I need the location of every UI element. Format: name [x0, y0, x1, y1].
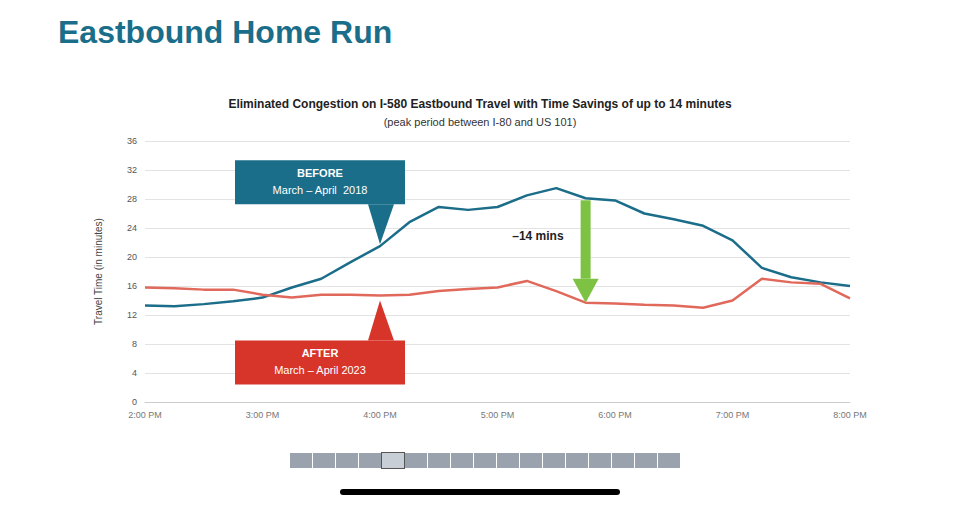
- svg-text:March – April 2018: March – April 2018: [273, 184, 368, 196]
- svg-text:BEFORE: BEFORE: [297, 167, 343, 179]
- svg-text:24: 24: [127, 223, 137, 233]
- svg-text:6:00 PM: 6:00 PM: [598, 410, 632, 420]
- svg-text:16: 16: [127, 281, 137, 291]
- svg-text:8: 8: [132, 339, 137, 349]
- svg-text:Travel Time (in minutes): Travel Time (in minutes): [93, 218, 104, 325]
- svg-text:12: 12: [127, 310, 137, 320]
- svg-text:8:00 PM: 8:00 PM: [833, 410, 867, 420]
- svg-text:4: 4: [132, 368, 137, 378]
- svg-text:36: 36: [127, 136, 137, 146]
- svg-text:2:00 PM: 2:00 PM: [128, 410, 162, 420]
- svg-text:Eliminated Congestion on I-580: Eliminated Congestion on I-580 Eastbound…: [228, 97, 732, 111]
- svg-text:–14 mins: –14 mins: [512, 229, 564, 243]
- svg-text:AFTER: AFTER: [302, 347, 339, 359]
- svg-text:0: 0: [132, 397, 137, 407]
- svg-text:4:00 PM: 4:00 PM: [363, 410, 397, 420]
- svg-text:20: 20: [127, 252, 137, 262]
- svg-text:(peak period between I-80 and: (peak period between I-80 and US 101): [384, 116, 577, 128]
- svg-text:28: 28: [127, 194, 137, 204]
- svg-text:7:00 PM: 7:00 PM: [716, 410, 750, 420]
- svg-text:5:00 PM: 5:00 PM: [481, 410, 515, 420]
- svg-text:32: 32: [127, 165, 137, 175]
- html-text:Eastbound Home Run: Eastbound Home Run: [58, 14, 393, 50]
- svg-text:March – April 2023: March – April 2023: [274, 364, 366, 376]
- svg-text:3:00 PM: 3:00 PM: [246, 410, 280, 420]
